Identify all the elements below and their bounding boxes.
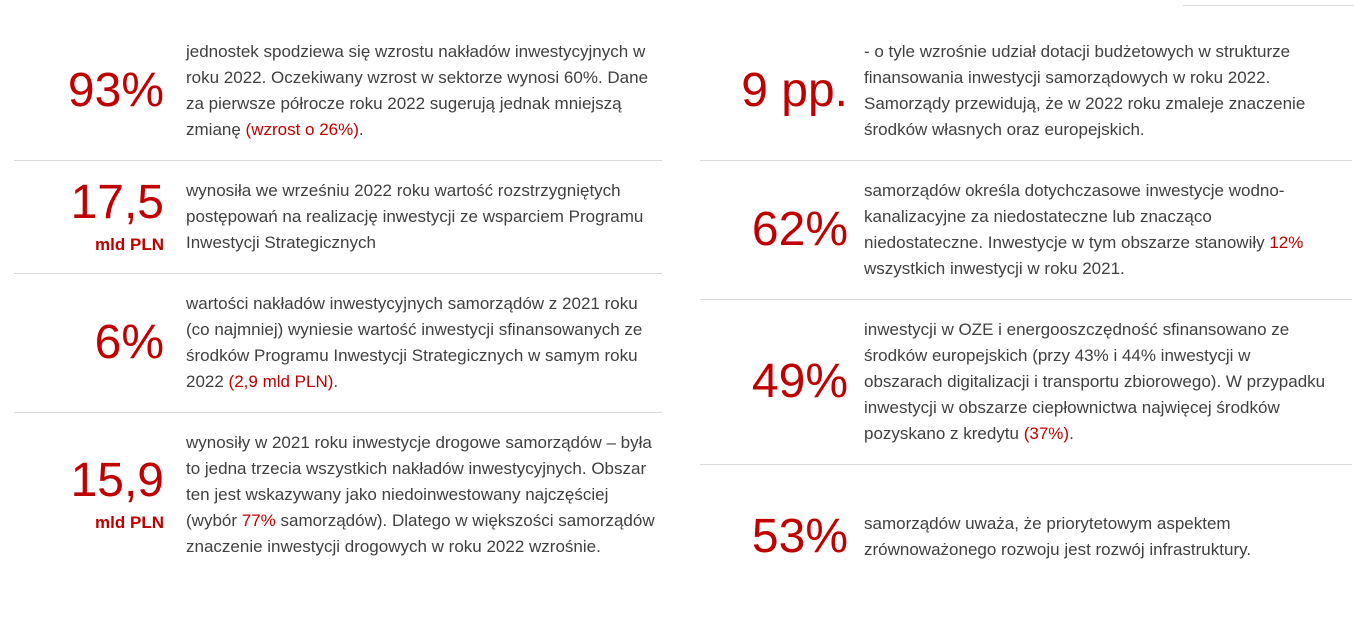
- stats-column-left: 93% jednostek spodziewa się wzrostu nakł…: [14, 22, 662, 580]
- body-text: samorządów określa dotychczasowe inwesty…: [864, 181, 1285, 252]
- body-text: inwestycji w OZE i energooszczędność sfi…: [864, 320, 1326, 443]
- stat-value-wrap: 15,9 mld PLN: [14, 454, 164, 533]
- stat-unit: mld PLN: [95, 512, 164, 532]
- stat-value: 53%: [751, 509, 848, 563]
- stat-value: 17,5: [70, 176, 164, 230]
- body-text: samorządów). Dlatego w większości samorz…: [186, 511, 655, 556]
- stat-description: wynosiły w 2021 roku inwestycje drogowe …: [186, 430, 658, 560]
- stat-description: wartości nakładów inwestycyjnych samorzą…: [186, 291, 658, 395]
- stat-value: 15,9: [70, 454, 164, 508]
- stat-value-wrap: 17,5 mld PLN: [14, 176, 164, 255]
- stat-value-wrap: 9 pp.: [700, 63, 848, 117]
- stat-row-17-5-mld: 17,5 mld PLN wynosiła we wrześniu 2022 r…: [14, 160, 662, 273]
- body-text: - o tyle wzrośnie udział dotacji budżeto…: [864, 42, 1306, 139]
- stat-value: 6%: [94, 315, 164, 369]
- body-text: wynosiły w 2021 roku inwestycje drogowe …: [186, 433, 652, 530]
- stat-value-wrap: 49%: [700, 354, 848, 408]
- highlighted-text: (2,9 mld PLN): [228, 372, 334, 391]
- stat-value-wrap: 93%: [14, 63, 164, 117]
- body-text: samorządów uważa, że priorytetowym aspek…: [864, 514, 1252, 559]
- highlighted-text: (wzrost o 26%): [245, 120, 359, 139]
- stat-row-6pct: 6% wartości nakładów inwestycyjnych samo…: [14, 273, 662, 412]
- body-text: wynosiła we wrześniu 2022 roku wartość r…: [186, 181, 644, 252]
- stat-value-wrap: 62%: [700, 202, 848, 256]
- stat-unit: mld PLN: [95, 234, 164, 254]
- stat-value-wrap: 53%: [700, 509, 848, 563]
- top-right-divider: [1183, 5, 1354, 6]
- stat-description: jednostek spodziewa się wzrostu nakładów…: [186, 39, 658, 143]
- stat-row-49pct: 49% inwestycji w OZE i energooszczędność…: [700, 299, 1352, 464]
- stat-description: wynosiła we wrześniu 2022 roku wartość r…: [186, 178, 658, 256]
- highlighted-text: 77%: [241, 511, 276, 530]
- stat-row-93pct: 93% jednostek spodziewa się wzrostu nakł…: [14, 22, 662, 160]
- body-text: .: [333, 372, 339, 391]
- stats-column-right: 9 pp. - o tyle wzrośnie udział dotacji b…: [700, 22, 1352, 580]
- body-text: wszystkich inwestycji w roku 2021.: [864, 259, 1125, 278]
- stats-columns: 93% jednostek spodziewa się wzrostu nakł…: [14, 22, 1352, 580]
- stat-value: 93%: [67, 63, 164, 117]
- highlighted-text: 12%: [1269, 233, 1304, 252]
- body-text: .: [358, 120, 364, 139]
- stat-row-9pp: 9 pp. - o tyle wzrośnie udział dotacji b…: [700, 22, 1352, 160]
- stat-row-53pct: 53% samorządów uważa, że priorytetowym a…: [700, 464, 1352, 580]
- body-text: jednostek spodziewa się wzrostu nakładów…: [186, 42, 649, 139]
- stat-description: - o tyle wzrośnie udział dotacji budżeto…: [864, 39, 1330, 143]
- stat-row-15-9-mld: 15,9 mld PLN wynosiły w 2021 roku inwest…: [14, 412, 662, 577]
- stat-row-62pct: 62% samorządów określa dotychczasowe inw…: [700, 160, 1352, 299]
- body-text: .: [1069, 424, 1074, 443]
- stat-description: samorządów określa dotychczasowe inwesty…: [864, 178, 1330, 282]
- body-text: wartości nakładów inwestycyjnych samorzą…: [186, 294, 643, 391]
- stat-value-wrap: 6%: [14, 315, 164, 369]
- stat-description: inwestycji w OZE i energooszczędność sfi…: [864, 317, 1330, 447]
- stat-description: samorządów uważa, że priorytetowym aspek…: [864, 511, 1330, 563]
- highlighted-text: (37%): [1023, 424, 1070, 443]
- stat-value: 9 pp.: [741, 63, 848, 117]
- stat-value: 49%: [751, 354, 848, 408]
- stat-value: 62%: [751, 202, 848, 256]
